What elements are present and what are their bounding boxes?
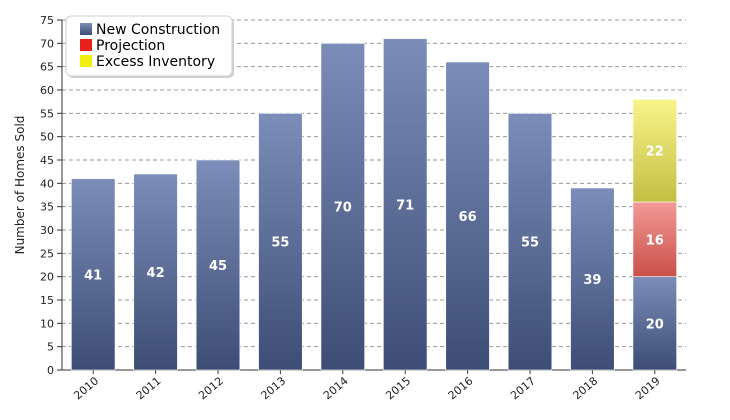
y-tick-label: 15 — [40, 294, 54, 307]
legend-swatch — [80, 55, 92, 67]
bars — [71, 38, 677, 371]
bar-value-label: 71 — [396, 198, 414, 213]
bar-2019-projection — [632, 201, 677, 277]
x-tick-label: 2013 — [259, 374, 289, 402]
x-tick-label: 2014 — [321, 374, 351, 402]
y-axis-title: Number of Homes Sold — [13, 116, 27, 255]
bar-2011-new-construction — [133, 173, 178, 371]
bar-2013-new-construction — [258, 113, 303, 371]
bar-value-label: 16 — [646, 233, 664, 248]
bar-2012-new-construction — [195, 159, 241, 371]
bar-value-label: 55 — [271, 236, 289, 251]
x-tick-label: 2019 — [633, 374, 663, 402]
bar-2019-new-construction — [632, 276, 677, 371]
bar-value-label: 70 — [334, 201, 352, 216]
x-tick-label: 2012 — [196, 374, 226, 402]
y-tick-label: 55 — [40, 107, 54, 120]
bar-2016-new-construction — [445, 61, 490, 371]
x-tick-label: 2010 — [71, 374, 101, 402]
y-tick-label: 30 — [40, 224, 54, 237]
bar-value-label: 45 — [209, 259, 227, 274]
y-tick-label: 35 — [40, 201, 54, 214]
legend-entry-label: New Construction — [96, 22, 220, 38]
y-tick-label: 75 — [40, 14, 54, 27]
bar-value-label: 55 — [521, 236, 539, 251]
bar-value-label: 42 — [147, 266, 165, 281]
y-tick-label: 50 — [40, 131, 54, 144]
bar-value-label: 41 — [84, 268, 102, 283]
y-tick-label: 25 — [40, 247, 54, 260]
bar-value-label: 22 — [646, 145, 664, 160]
y-tick-label: 45 — [40, 154, 54, 167]
y-tick-label: 40 — [40, 177, 54, 190]
y-tick-label: 0 — [47, 364, 54, 377]
y-tick-label: 10 — [40, 317, 54, 330]
x-tick-label: 2018 — [571, 374, 601, 402]
bar-value-label: 66 — [459, 210, 477, 225]
x-tick-label: 2016 — [446, 374, 476, 402]
y-tick-label: 60 — [40, 84, 54, 97]
legend-entry-label: Projection — [96, 38, 165, 54]
x-tick-label: 2015 — [383, 374, 413, 402]
bar-2017-new-construction — [507, 113, 553, 371]
bar-value-label: 20 — [646, 317, 664, 332]
x-tick-label: 2011 — [134, 374, 164, 402]
legend-swatch — [80, 39, 92, 51]
legend-entry-label: Excess Inventory — [96, 54, 215, 70]
y-tick-label: 5 — [47, 341, 54, 354]
axes: 0 5 10 15 20 25 30 35 40 45 50 55 60 65 70 75 2010 2011 20… — [40, 14, 686, 402]
y-tick-label: 70 — [40, 37, 54, 50]
bar-2010-new-construction — [71, 178, 116, 371]
bar-value-label: 39 — [583, 273, 601, 288]
y-tick-label: 65 — [40, 61, 54, 74]
legend-swatch — [80, 23, 92, 35]
bar-2014-new-construction — [320, 43, 365, 371]
legend-box — [65, 15, 233, 77]
x-tick-label: 2017 — [508, 374, 538, 402]
y-tick-label: 20 — [40, 271, 54, 284]
bar-2018-new-construction — [570, 187, 615, 371]
bar-2019-excess-inventory — [632, 99, 677, 203]
bar-2015-new-construction — [383, 38, 428, 371]
bar-labels: 41 42 45 55 70 71 66 55 39 20 16 22 — [84, 145, 664, 333]
